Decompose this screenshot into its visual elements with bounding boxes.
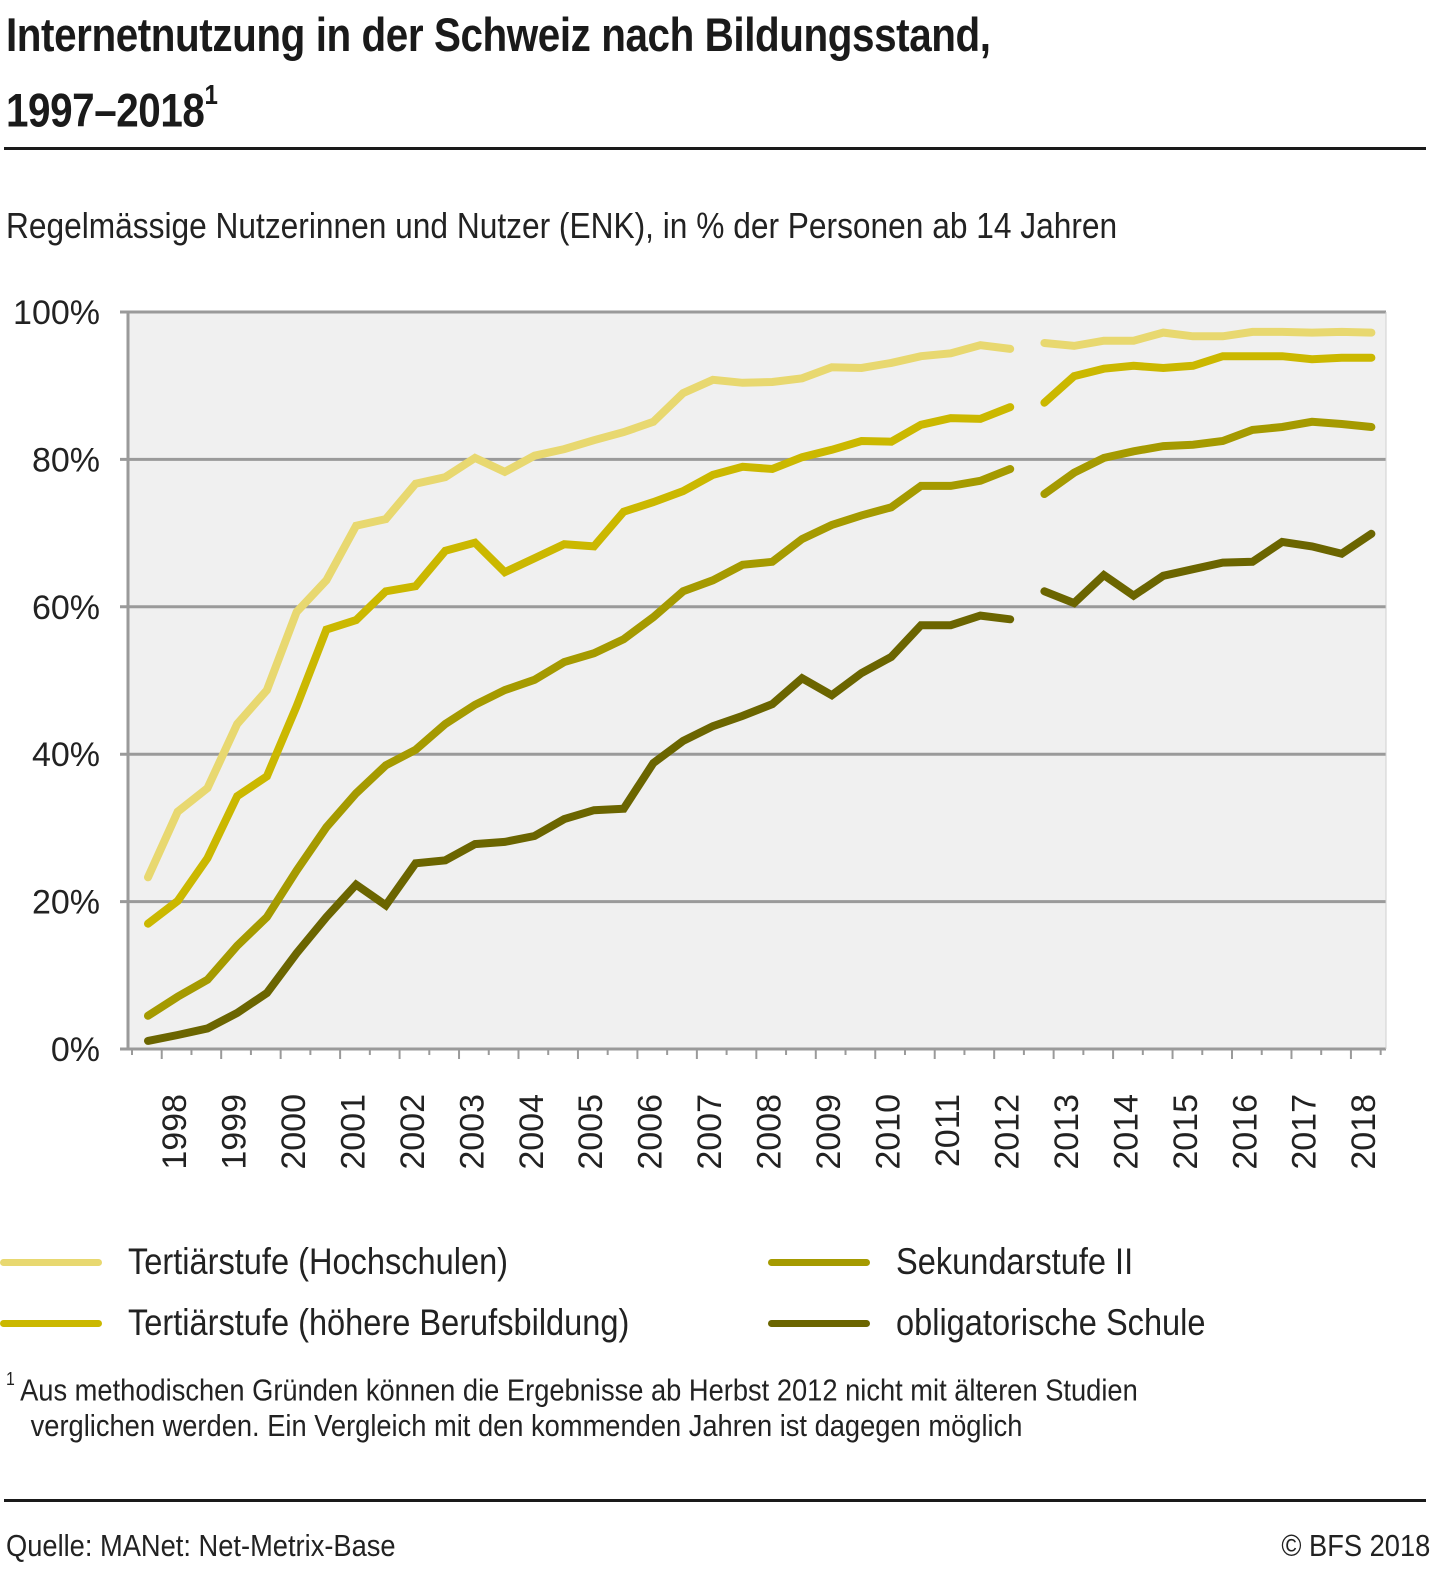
series-line-before-break — [144, 403, 1015, 928]
series-line-before-break — [144, 611, 1015, 1045]
x-tick-label: 2004 — [513, 1094, 551, 1170]
legend-swatch — [768, 1319, 870, 1327]
footnote: 1 Aus methodischen Gründen können die Erg… — [6, 1365, 1414, 1444]
legend-label: Sekundarstufe II — [896, 1241, 1134, 1282]
y-tick-label: 80% — [32, 441, 100, 479]
x-tick-label: 2005 — [572, 1094, 610, 1170]
legend-label: obligatorische Schule — [896, 1302, 1206, 1343]
x-tick-label: 1999 — [215, 1094, 253, 1170]
title-line-1: Internetnutzung in der Schweiz nach Bild… — [6, 8, 991, 61]
x-tick-label: 2018 — [1345, 1094, 1383, 1170]
plot-area — [128, 312, 1386, 1049]
title-line-2: 1997–20181 — [6, 68, 1382, 144]
footnote-text-1: Aus methodischen Gründen können die Erge… — [20, 1372, 1138, 1408]
footnote-line-1: 1 Aus methodischen Gründen können die Erg… — [6, 1365, 1414, 1408]
y-tick-label: 100% — [13, 294, 100, 332]
header-divider — [4, 147, 1426, 150]
y-tick-label: 0% — [51, 1031, 100, 1069]
series-line-after-break — [1040, 327, 1376, 350]
legend-item-hochschulen: Tertiärstufe (Hochschulen) — [0, 1241, 560, 1283]
source-note: Quelle: MANet: Net-Metrix-Base — [6, 1528, 396, 1563]
footnote-line-2: verglichen werden. Ein Vergleich mit den… — [30, 1408, 1023, 1444]
footnote-mark: 1 — [6, 1369, 15, 1389]
y-tick-label: 40% — [32, 736, 100, 774]
series-line-before-break — [144, 341, 1015, 882]
legend: Tertiärstufe (Hochschulen) Tertiärstufe … — [0, 1233, 1450, 1363]
legend-swatch — [768, 1258, 870, 1266]
x-tick-label: 1998 — [156, 1094, 194, 1170]
y-tick-label: 20% — [32, 884, 100, 922]
legend-item-obligatorische-schule: obligatorische Schule — [768, 1302, 1248, 1344]
copyright: © BFS 2018 — [1280, 1528, 1430, 1563]
x-tick-label: 2015 — [1167, 1094, 1205, 1170]
series-line-after-break — [1040, 529, 1376, 608]
x-tick-label: 2016 — [1226, 1094, 1264, 1170]
chart-subtitle: Regelmässige Nutzerinnen und Nutzer (ENK… — [6, 205, 1118, 246]
legend-item-sekundarstufe: Sekundarstufe II — [768, 1241, 1165, 1283]
x-tick-label: 2003 — [453, 1094, 491, 1170]
x-tick-label: 2001 — [334, 1094, 372, 1170]
series-line-before-break — [144, 465, 1015, 1020]
title-footnote-mark: 1 — [204, 79, 218, 110]
x-tick-label: 2011 — [929, 1094, 967, 1167]
x-tick-label: 2009 — [810, 1094, 848, 1170]
x-tick-label: 2006 — [632, 1094, 670, 1170]
x-tick-label: 2008 — [751, 1094, 789, 1170]
x-tick-label: 2002 — [394, 1094, 432, 1170]
x-tick-label: 2007 — [691, 1094, 729, 1170]
series-line-after-break — [1040, 417, 1376, 498]
line-chart: 0% 20% 40% 60% 80% 100% 1998 1999 2000 2001 2002 20… — [13, 294, 1387, 1170]
legend-swatch — [0, 1319, 102, 1327]
legend-item-berufsbildung: Tertiärstufe (höhere Berufsbildung) — [0, 1302, 698, 1344]
x-tick-label: 2014 — [1107, 1094, 1145, 1170]
x-tick-label: 2013 — [1048, 1094, 1086, 1170]
x-tick-label: 2017 — [1286, 1094, 1324, 1170]
legend-label: Tertiärstufe (Hochschulen) — [128, 1241, 509, 1282]
y-tick-label: 60% — [32, 589, 100, 627]
legend-label: Tertiärstufe (höhere Berufsbildung) — [128, 1302, 630, 1343]
x-tick-label: 2000 — [275, 1094, 313, 1170]
x-tick-label: 2010 — [870, 1094, 908, 1170]
footer-divider — [4, 1499, 1426, 1502]
series-line-after-break — [1040, 352, 1376, 407]
title-years: 1997–2018 — [6, 83, 205, 137]
chart-title: Internetnutzung in der Schweiz nach Bild… — [6, 2, 1382, 144]
x-tick-label: 2012 — [988, 1094, 1026, 1170]
legend-swatch — [0, 1258, 102, 1266]
